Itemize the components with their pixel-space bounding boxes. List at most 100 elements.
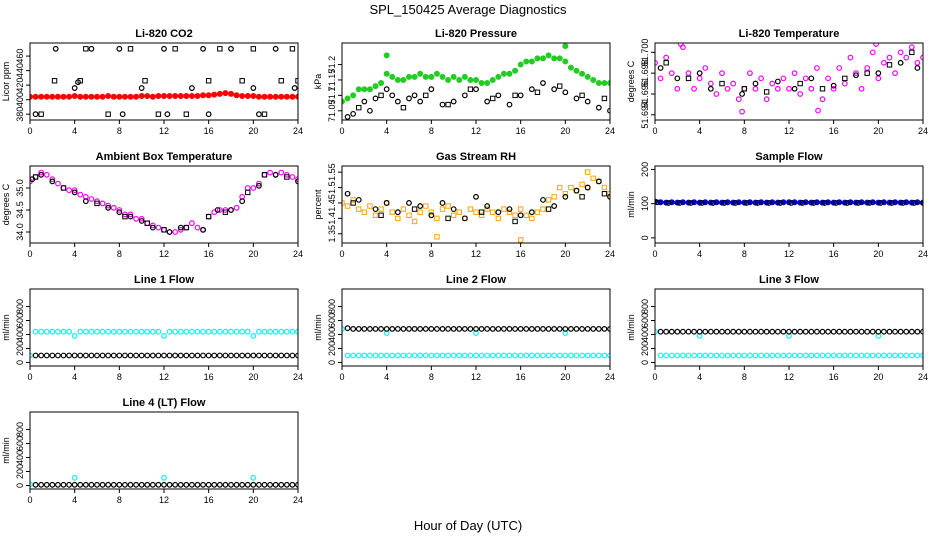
data-point bbox=[791, 85, 798, 92]
data-point bbox=[71, 352, 78, 359]
data-point bbox=[707, 85, 714, 92]
data-point bbox=[696, 75, 703, 82]
data-point bbox=[110, 204, 117, 211]
data-point bbox=[573, 187, 580, 194]
data-point bbox=[473, 86, 479, 93]
data-point bbox=[523, 58, 530, 65]
data-point bbox=[250, 474, 257, 481]
data-point bbox=[295, 352, 298, 359]
data-point bbox=[713, 328, 720, 335]
data-point bbox=[858, 352, 865, 359]
data-point bbox=[512, 212, 518, 218]
data-point bbox=[250, 185, 257, 191]
data-point bbox=[172, 229, 179, 235]
data-point bbox=[272, 171, 279, 178]
data-point bbox=[155, 224, 162, 231]
data-point bbox=[383, 352, 390, 359]
data-point bbox=[378, 352, 384, 359]
data-point bbox=[394, 326, 401, 332]
data-point bbox=[189, 220, 195, 227]
panel-title: Ambient Box Temperature bbox=[96, 151, 233, 163]
data-point bbox=[177, 328, 184, 335]
x-tick-label: 0 bbox=[27, 249, 32, 259]
data-point bbox=[847, 352, 854, 359]
y-tick-label: 380 bbox=[15, 107, 25, 122]
data-point bbox=[378, 212, 384, 218]
data-point bbox=[423, 92, 429, 99]
data-point bbox=[172, 481, 179, 488]
data-point bbox=[595, 178, 602, 185]
data-point bbox=[272, 352, 279, 359]
data-point bbox=[920, 200, 923, 206]
data-point bbox=[881, 59, 887, 66]
data-point bbox=[116, 481, 123, 488]
data-point bbox=[261, 481, 268, 488]
data-point bbox=[138, 93, 145, 100]
data-point bbox=[473, 193, 479, 200]
data-point bbox=[361, 352, 368, 359]
data-point bbox=[506, 326, 513, 332]
data-point bbox=[267, 93, 274, 100]
data-point bbox=[501, 326, 507, 332]
data-point bbox=[342, 200, 345, 206]
data-point bbox=[450, 73, 457, 80]
data-point bbox=[105, 352, 112, 359]
data-point bbox=[489, 76, 496, 83]
data-point bbox=[372, 83, 379, 90]
data-point bbox=[873, 43, 879, 47]
data-point bbox=[467, 206, 474, 212]
data-point bbox=[244, 328, 251, 335]
data-point bbox=[495, 326, 502, 332]
data-point bbox=[189, 85, 195, 91]
data-point bbox=[774, 85, 781, 92]
data-point bbox=[777, 200, 783, 206]
data-point bbox=[155, 328, 162, 335]
data-point bbox=[685, 328, 692, 335]
x-tick-label: 16 bbox=[829, 126, 839, 136]
data-point bbox=[730, 328, 737, 335]
data-point bbox=[780, 328, 787, 335]
series-group bbox=[30, 169, 298, 235]
data-point bbox=[289, 174, 296, 180]
data-point bbox=[573, 95, 580, 102]
data-point bbox=[52, 45, 59, 52]
panel-y-label: percent bbox=[313, 189, 323, 220]
data-point bbox=[707, 328, 714, 335]
x-tick-label: 24 bbox=[918, 249, 928, 259]
data-point bbox=[808, 328, 815, 335]
data-point bbox=[495, 209, 502, 216]
data-point bbox=[183, 328, 190, 335]
data-point bbox=[355, 326, 362, 332]
data-point bbox=[663, 328, 670, 335]
data-point bbox=[211, 481, 218, 488]
y-tick-label: 51.696 bbox=[640, 80, 650, 108]
data-point bbox=[674, 75, 681, 82]
data-point bbox=[127, 213, 134, 220]
data-point bbox=[568, 352, 574, 359]
data-point bbox=[216, 207, 223, 213]
data-point bbox=[267, 169, 273, 176]
data-point bbox=[49, 93, 56, 100]
data-point bbox=[512, 67, 519, 74]
data-point bbox=[284, 174, 290, 180]
data-point bbox=[562, 58, 569, 65]
data-point bbox=[116, 207, 123, 213]
panel-y-label: ml/min bbox=[313, 314, 323, 341]
data-point bbox=[674, 328, 681, 335]
panel-8: Line 2 Flow ml/min 0 4 8 12 16 20 24 0 20040060080… bbox=[313, 274, 615, 382]
data-point bbox=[389, 73, 396, 80]
data-point bbox=[724, 85, 731, 92]
data-point bbox=[540, 352, 546, 359]
data-point bbox=[383, 70, 390, 77]
data-point bbox=[166, 328, 173, 335]
data-point bbox=[60, 352, 67, 359]
data-point bbox=[344, 352, 351, 359]
data-point bbox=[372, 352, 379, 359]
plot-frame bbox=[29, 411, 299, 490]
data-point bbox=[562, 191, 569, 197]
data-point bbox=[200, 481, 206, 488]
data-point bbox=[105, 204, 112, 211]
data-point bbox=[71, 333, 78, 339]
x-tick-label: 20 bbox=[560, 126, 570, 136]
data-point bbox=[484, 206, 490, 212]
